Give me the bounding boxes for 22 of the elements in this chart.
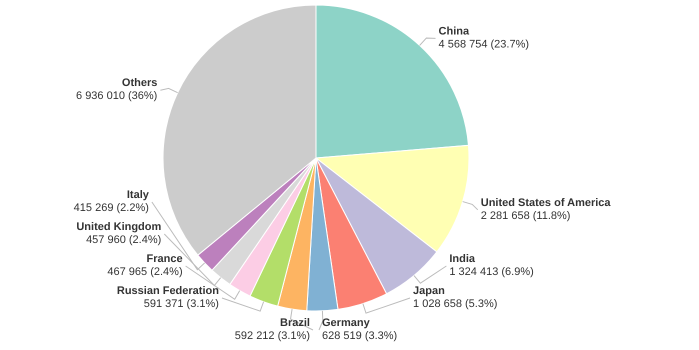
slice-label: China [438,25,470,38]
slice-label: United States of America [480,196,612,209]
data-label: 415 269 (2.2%) [74,202,149,214]
slice-label: Russian Federation [116,285,220,297]
slice-label: Brazil [280,317,310,329]
data-label: 2 281 658 (11.8%) [480,210,570,222]
data-label: 592 212 (3.1%) [234,330,310,342]
data-label: 1 324 413 (6.9%) [449,266,534,278]
slice-label: France [146,253,183,265]
slice-label: Italy [126,189,150,201]
slice-label: Others [122,77,158,90]
data-label: 1 028 658 (5.3%) [413,298,498,310]
slice-label: United Kingdom [76,221,162,233]
data-label: 4 568 754 (23.7%) [438,38,530,50]
data-label: 6 936 010 (36%) [76,90,158,102]
data-label: 591 371 (3.1%) [144,298,219,310]
slice-label: India [449,253,476,265]
data-label: 457 960 (2.4%) [86,234,162,246]
slice-label: Japan [413,285,446,297]
slice-label: Germany [322,317,371,329]
data-label: 628 519 (3.3%) [322,330,398,342]
data-label: 467 965 (2.4%) [107,266,183,278]
